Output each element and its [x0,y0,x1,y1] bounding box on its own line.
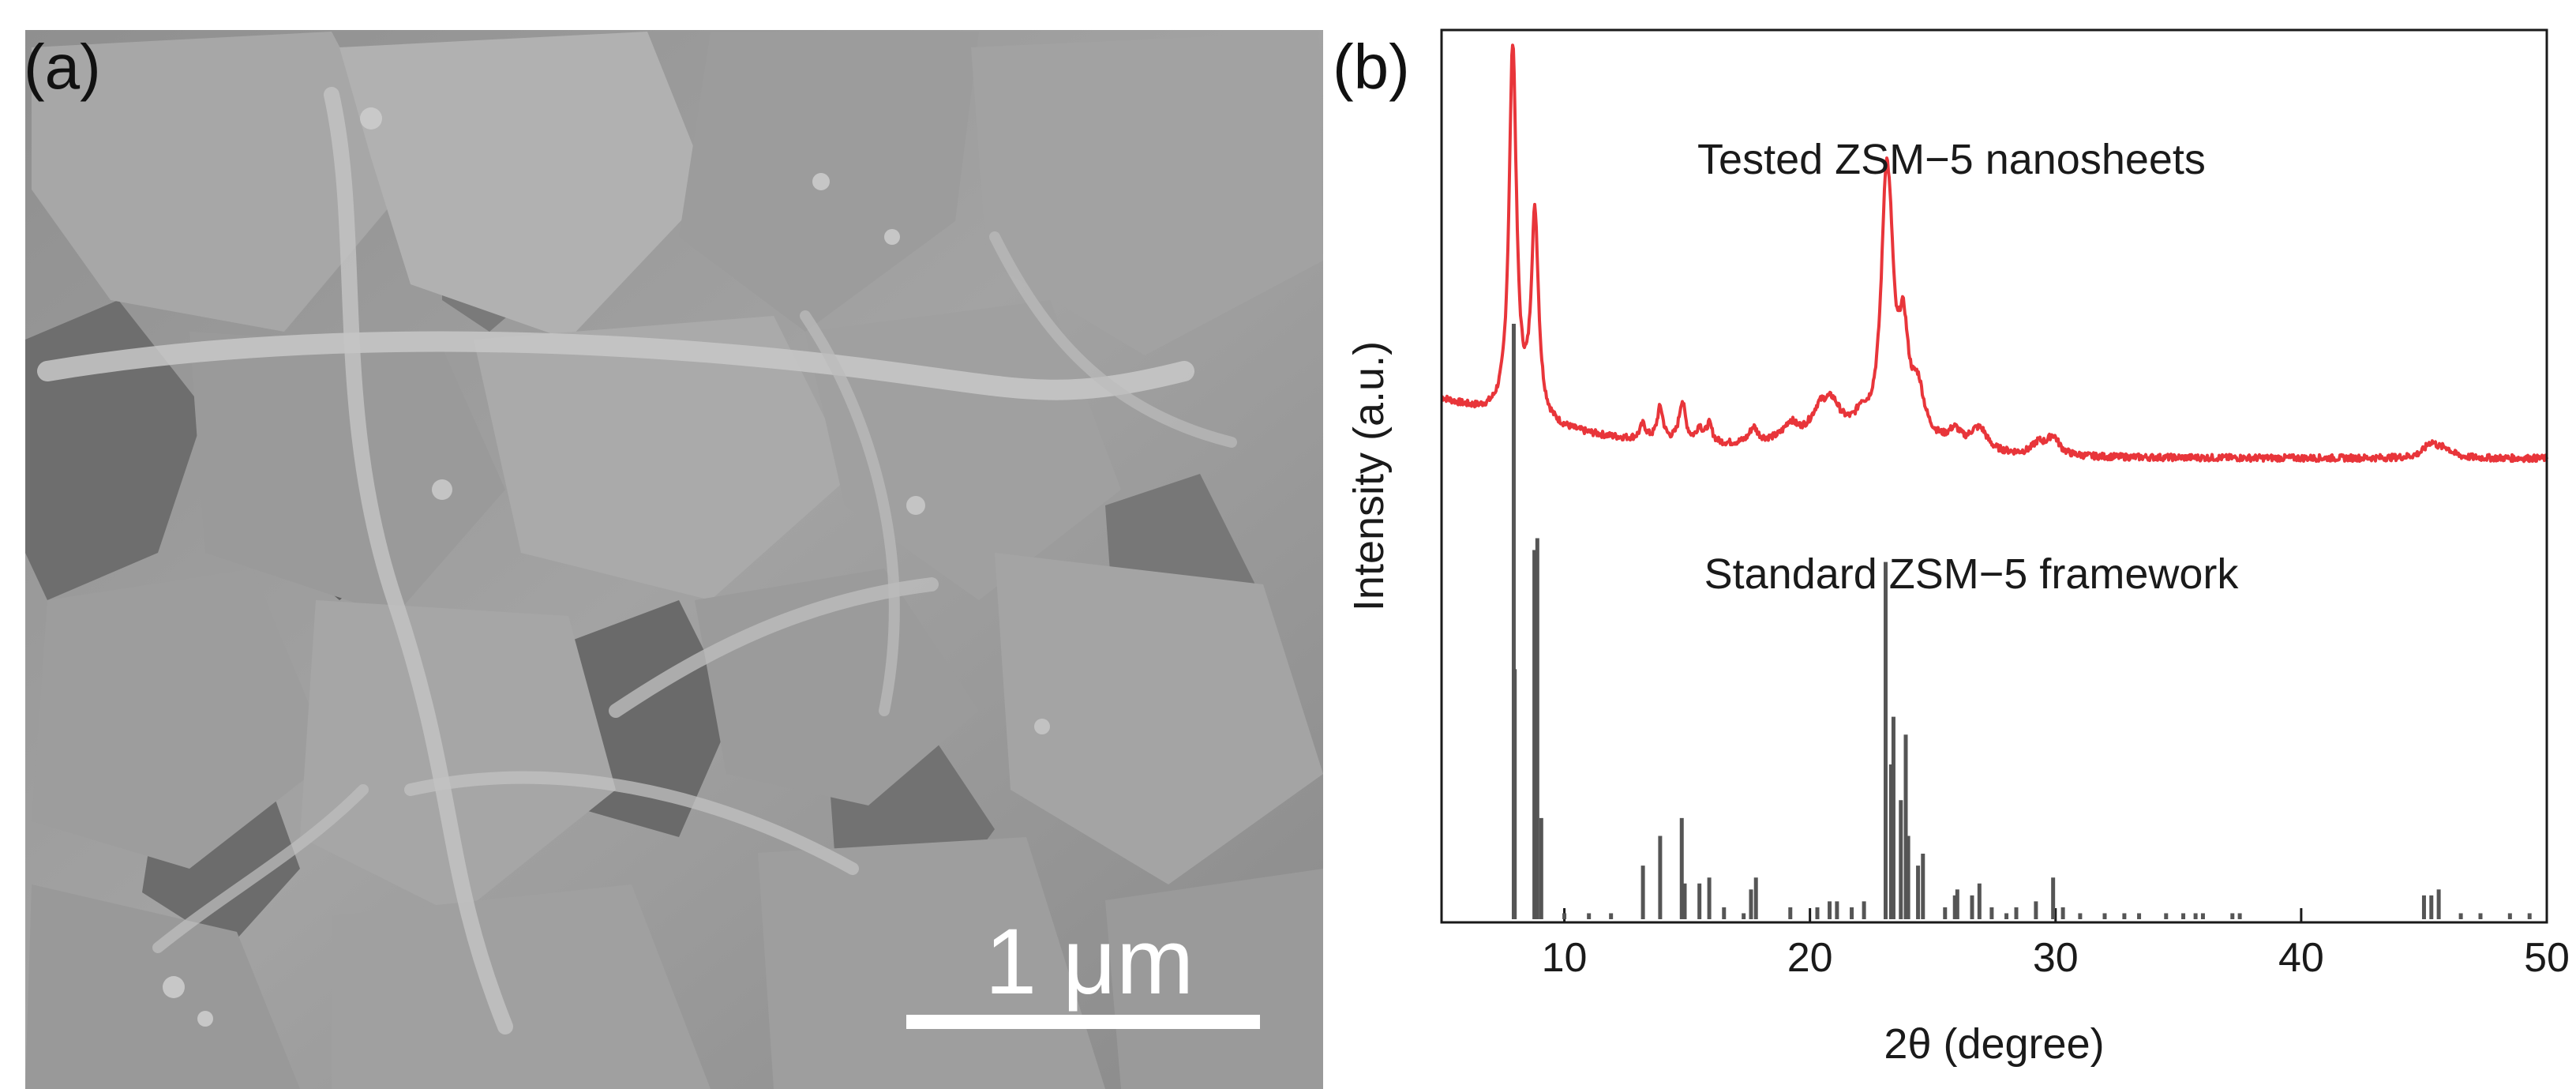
x-tick-label: 10 [1542,935,1588,981]
scale-bar: 1 μm [906,910,1260,1029]
panel-a-label: (a) [24,32,101,102]
x-tick-label: 20 [1787,935,1833,981]
x-axis-label: 2θ (degree) [1884,1020,2104,1068]
panel-a: (a) 1 μm [24,30,1323,1089]
x-tick-label: 50 [2524,935,2570,981]
x-tick-label: 30 [2033,935,2079,981]
scale-bar-line [906,1015,1260,1029]
plot-frame [1440,28,2548,924]
tested-pattern-line [1441,43,2548,464]
annotation-standard: Standard ZSM−5 framework [1704,550,2240,598]
annotation-tested: Tested ZSM−5 nanosheets [1697,136,2206,183]
scale-bar-label: 1 μm [985,910,1194,1014]
panel-b-label: (b) [1333,32,1410,102]
x-axis-tick-labels: 10 20 30 40 50 [1542,935,2570,981]
standard-pattern-sticks [1511,324,2532,919]
y-axis-label: Intensity (a.u.) [1345,341,1393,611]
panel-b: (b) 10 20 30 40 50 Tested ZSM−5 nanosheets S… [1333,28,2570,1068]
x-tick-label: 40 [2278,935,2324,981]
x-axis-ticks [1563,908,2548,922]
